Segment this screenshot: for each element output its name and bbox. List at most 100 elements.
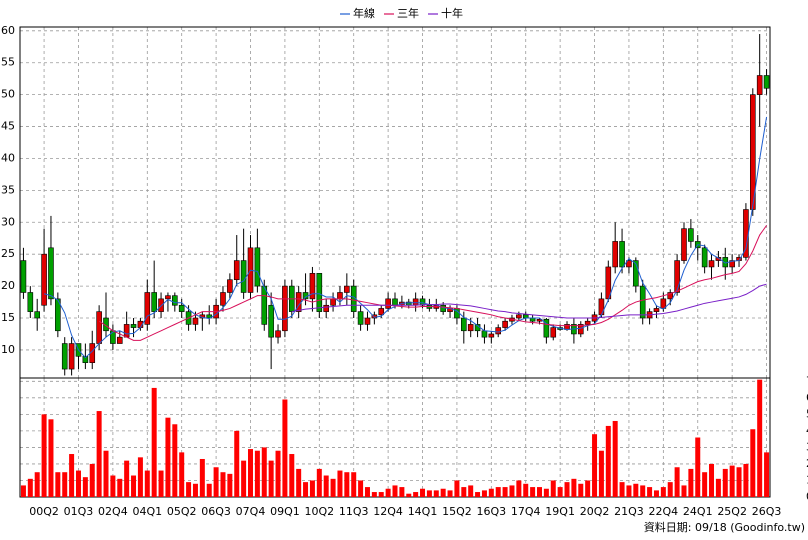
candle-body	[550, 327, 557, 338]
candle-body	[233, 260, 240, 281]
volume-bar	[399, 487, 405, 497]
y2-tick-label: 0	[806, 490, 808, 503]
y2-tick-label: 400,000	[806, 424, 808, 437]
volume-bar	[192, 483, 198, 497]
candle-body	[584, 320, 591, 325]
candle-body	[254, 247, 261, 287]
volume-bar	[392, 485, 398, 497]
volume-bar	[241, 460, 247, 497]
volume-bar	[323, 475, 329, 497]
x-tick-label: 16Q3	[477, 505, 507, 518]
volume-bar	[688, 468, 694, 497]
candle-body	[633, 260, 639, 287]
volume-bar	[55, 472, 61, 497]
volume-bar	[41, 414, 47, 497]
volume-bar	[82, 477, 88, 497]
volume-bar	[502, 487, 508, 497]
volume-bar	[34, 472, 40, 497]
volume-bar	[674, 467, 680, 497]
volume-bar	[612, 420, 618, 497]
candle-body	[763, 75, 770, 89]
volume-bar	[103, 450, 109, 497]
volume-bar	[337, 470, 343, 497]
volume-bar	[179, 452, 185, 497]
x-tick-label: 12Q4	[373, 505, 403, 518]
candle-body	[392, 298, 398, 306]
volume-bar	[557, 487, 563, 497]
candle-body	[667, 292, 674, 300]
y-tick-label: 15	[1, 311, 15, 324]
volume-bar	[743, 463, 749, 497]
x-tick-label: 06Q3	[201, 505, 231, 518]
candle-body	[20, 260, 27, 293]
candle-body	[61, 343, 68, 370]
candle-body	[688, 228, 694, 242]
candle-body	[240, 260, 247, 293]
volume-bar	[626, 485, 632, 497]
candle-body	[220, 292, 226, 306]
candle-body	[172, 295, 178, 306]
y2-tick-label: 600,000	[806, 391, 808, 404]
x-tick-label: 01Q3	[64, 505, 94, 518]
x-tick-label: 09Q1	[270, 505, 300, 518]
y-tick-label: 50	[1, 88, 15, 101]
volume-bar	[764, 452, 770, 497]
y2-tick-label: 500,000	[806, 407, 808, 420]
candle-body	[116, 336, 123, 344]
volume-bar	[275, 450, 281, 497]
x-tick-label: 24Q1	[683, 505, 713, 518]
volume-bar	[220, 472, 226, 497]
candle-body	[178, 304, 185, 312]
volume-bar	[27, 478, 33, 497]
volume-bar	[729, 465, 735, 497]
volume-bar	[468, 485, 474, 497]
volume-bar	[351, 472, 357, 497]
volume-bar	[20, 485, 26, 497]
volume-bar	[69, 454, 75, 497]
candle-body	[316, 273, 323, 312]
x-tick-label: 20Q2	[580, 505, 610, 518]
volume-bar	[268, 460, 274, 497]
candle-body	[681, 228, 687, 261]
candle-body	[357, 311, 364, 325]
volume-bar	[653, 490, 659, 497]
volume-bar	[158, 470, 164, 497]
candle-body	[96, 311, 102, 344]
y-tick-label: 55	[1, 56, 15, 69]
candle-body	[55, 298, 61, 332]
volume-bar	[117, 478, 123, 497]
volume-bar	[592, 434, 598, 497]
candle-body	[27, 292, 34, 312]
x-tick-label: 25Q2	[717, 505, 747, 518]
volume-bar	[364, 487, 370, 497]
candle-body	[502, 320, 508, 328]
candle-body	[385, 298, 391, 309]
x-tick-label: 04Q1	[132, 505, 162, 518]
volume-bar	[413, 492, 419, 497]
candle-body	[268, 304, 274, 338]
x-tick-label: 11Q3	[339, 505, 369, 518]
candle-body	[516, 314, 522, 319]
candle-body	[743, 209, 749, 258]
volume-bar	[578, 483, 584, 497]
y-tick-label: 60	[1, 24, 15, 37]
candle-body	[309, 273, 316, 300]
volume-bar	[550, 480, 556, 497]
volume-bar	[172, 424, 178, 497]
y-tick-label: 10	[1, 343, 15, 356]
volume-bar	[543, 488, 549, 497]
volume-bar	[454, 480, 460, 497]
volume-bar	[660, 487, 666, 497]
x-tick-label: 22Q4	[649, 505, 679, 518]
candle-body	[626, 260, 632, 268]
volume-bar	[722, 468, 728, 497]
volume-bar	[757, 379, 763, 497]
candle-body	[227, 279, 233, 293]
volume-bar	[585, 480, 591, 497]
volume-bar	[633, 483, 639, 497]
volume-bar	[344, 472, 350, 497]
candle-body	[337, 292, 343, 300]
candle-body	[165, 295, 171, 300]
candle-body	[130, 324, 137, 328]
volume-bar	[137, 457, 143, 497]
